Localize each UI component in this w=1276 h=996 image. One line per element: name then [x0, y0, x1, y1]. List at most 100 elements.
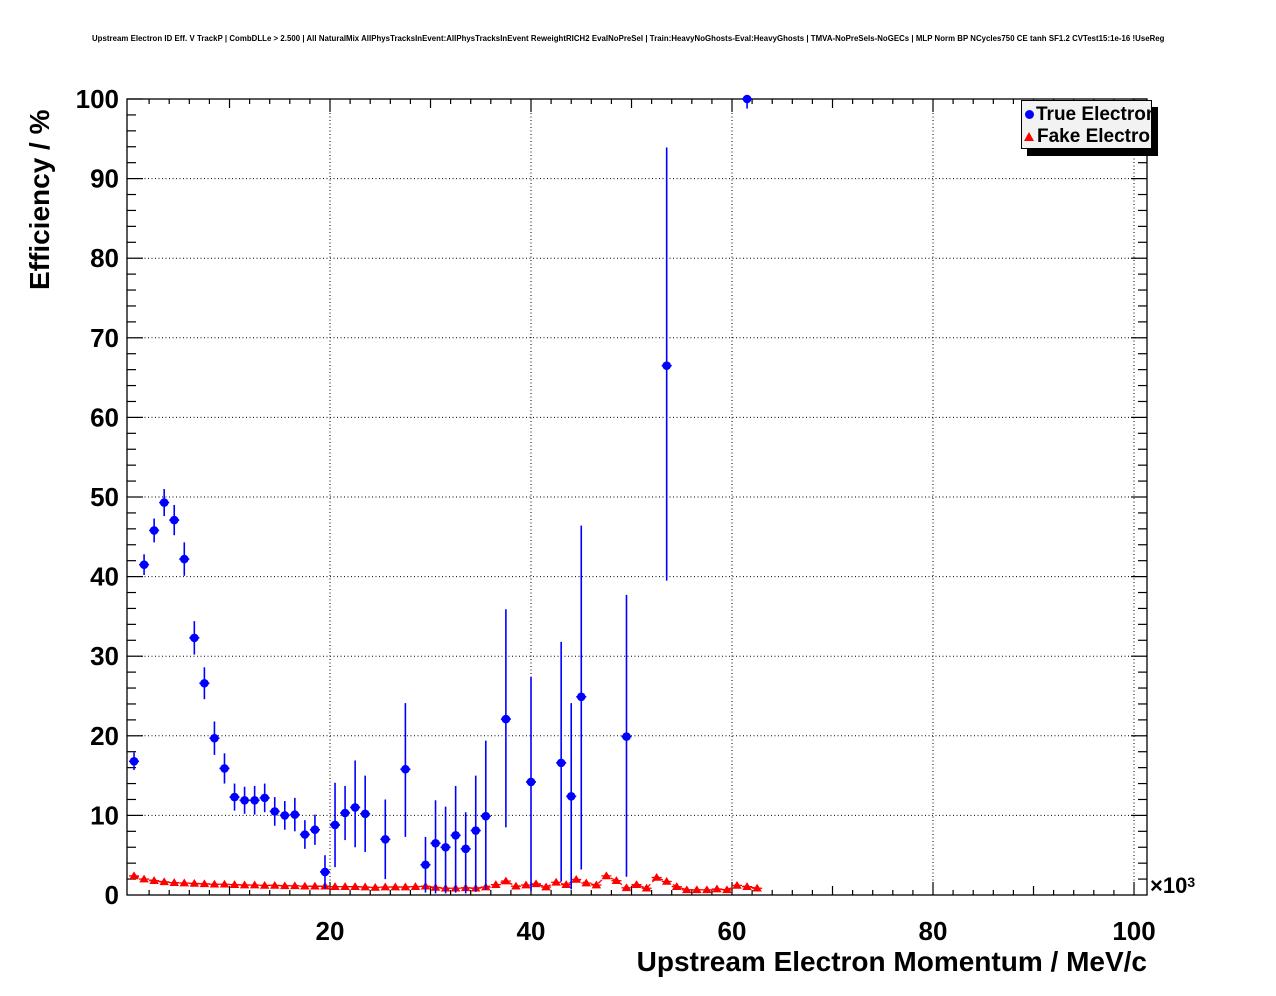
y-tick-label: 30 — [90, 641, 119, 671]
fake-electron-point — [249, 880, 260, 889]
fake-electron-point — [310, 881, 320, 890]
y-tick-label: 60 — [90, 402, 119, 432]
fake-electron-point — [722, 885, 732, 894]
true-electron-point — [260, 793, 269, 803]
y-tick-label: 80 — [90, 243, 119, 273]
y-tick-label: 100 — [76, 84, 119, 114]
y-tick-label: 40 — [90, 562, 119, 592]
fake-electron-point — [380, 882, 391, 891]
true-electron-point — [179, 554, 189, 564]
x-axis-title: Upstream Electron Momentum / MeV/c — [636, 946, 1147, 977]
fake-electron-point — [239, 880, 250, 889]
y-tick-label: 10 — [90, 800, 119, 830]
true-electron-point — [330, 820, 340, 830]
x-multiplier-mantissa: ×10 — [1150, 873, 1188, 898]
true-electron-point — [270, 807, 280, 816]
true-electron-point — [501, 714, 511, 724]
fake-electron-point — [661, 876, 672, 885]
fake-electron-point — [229, 880, 240, 888]
true-electron-point — [481, 811, 491, 821]
fake-electron-point — [410, 882, 421, 890]
fake-electron-point — [581, 878, 592, 887]
fake-electron-point — [591, 880, 602, 889]
true-electron-point — [320, 867, 330, 877]
true-electron-point — [742, 94, 752, 104]
true-electron-point — [576, 692, 586, 702]
y-tick-label: 90 — [90, 164, 119, 194]
x-tick-label: 40 — [517, 916, 546, 946]
fake-electron-point — [330, 882, 340, 890]
true-electron-point — [471, 826, 481, 835]
y-tick-label: 50 — [90, 482, 119, 512]
true-electron-point — [129, 756, 139, 766]
fake-electron-point — [300, 881, 310, 890]
fake-electron-point — [571, 874, 582, 883]
fake-electron-point — [752, 883, 762, 892]
true-electron-point — [350, 803, 360, 812]
fake-electron-point — [169, 878, 180, 886]
x-tick-label: 20 — [316, 916, 345, 946]
true-electron-point — [401, 764, 410, 774]
fake-electron-point — [219, 879, 230, 888]
true-electron-marker-icon — [1025, 109, 1034, 119]
fake-electron-point — [360, 882, 370, 891]
legend-box: True Electron Fake Electron — [1021, 100, 1152, 149]
fake-electron-point — [129, 871, 139, 880]
true-electron-point — [461, 844, 470, 854]
y-tick-label: 0 — [105, 880, 119, 910]
true-electron-point — [200, 678, 209, 688]
fake-electron-point — [400, 882, 411, 891]
fake-electron-point — [290, 881, 300, 890]
fake-electron-point — [601, 871, 612, 880]
fake-electron-point — [209, 879, 220, 888]
true-electron-point — [380, 834, 390, 844]
fake-electron-point — [631, 880, 642, 888]
plot-title: Upstream Electron ID Eff. V TrackP | Com… — [92, 34, 1165, 43]
fake-electron-point — [692, 885, 702, 894]
fake-electron-point — [159, 877, 169, 886]
fake-electron-point — [521, 880, 531, 889]
fake-electron-point — [641, 883, 652, 892]
fake-electron-point — [259, 880, 270, 889]
x-tick-label: 100 — [1112, 916, 1155, 946]
fake-electron-point — [501, 876, 511, 885]
true-electron-point — [566, 791, 576, 801]
true-electron-point — [431, 838, 440, 848]
true-electron-point — [250, 795, 259, 805]
fake-electron-point — [340, 882, 350, 890]
legend-label: True Electron — [1036, 103, 1152, 125]
fake-electron-point — [149, 876, 159, 884]
x-multiplier-exponent: 3 — [1187, 874, 1196, 890]
y-tick-label: 20 — [90, 721, 119, 751]
fake-electron-point — [139, 874, 149, 883]
true-electron-point — [662, 361, 671, 370]
x-axis-multiplier: ×103 — [1150, 873, 1195, 899]
true-electron-point — [451, 831, 460, 840]
true-electron-point — [149, 526, 159, 535]
fake-electron-point — [350, 882, 360, 890]
fake-electron-point — [732, 880, 742, 889]
fake-electron-point — [561, 880, 571, 888]
true-electron-point — [526, 777, 536, 787]
fake-electron-point — [712, 884, 722, 893]
x-tick-label: 80 — [919, 916, 948, 946]
fake-electron-point — [189, 878, 200, 887]
true-electron-point — [169, 515, 179, 525]
fake-electron-point — [199, 879, 210, 888]
fake-electron-point — [531, 879, 541, 888]
fake-electron-point — [611, 876, 622, 884]
true-electron-point — [210, 733, 219, 743]
plot-frame — [126, 98, 1148, 896]
fake-electron-point — [702, 885, 712, 894]
fake-electron-marker-icon — [1024, 131, 1034, 141]
fake-electron-point — [279, 881, 290, 890]
true-electron-point — [360, 809, 370, 819]
true-electron-point — [622, 732, 631, 741]
true-electron-point — [220, 764, 229, 773]
true-electron-point — [190, 633, 199, 643]
y-tick-label: 70 — [90, 323, 119, 353]
fake-electron-point — [511, 881, 521, 890]
fake-electron-point — [621, 883, 632, 892]
